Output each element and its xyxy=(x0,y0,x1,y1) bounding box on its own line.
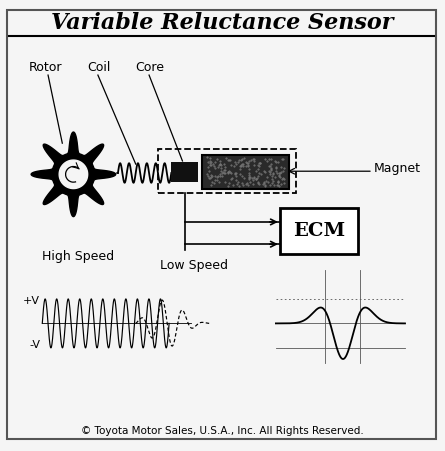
Text: Rotor: Rotor xyxy=(29,61,62,74)
Text: Magnet: Magnet xyxy=(374,162,421,175)
Text: Low Speed: Low Speed xyxy=(160,259,228,272)
Text: Variable Reluctance Sensor: Variable Reluctance Sensor xyxy=(51,12,394,34)
Bar xyxy=(158,149,296,193)
Bar xyxy=(171,162,198,182)
Text: +V: +V xyxy=(23,296,40,306)
Text: ECM: ECM xyxy=(293,222,345,240)
Text: Coil: Coil xyxy=(87,61,110,74)
Polygon shape xyxy=(59,160,88,189)
FancyBboxPatch shape xyxy=(7,9,436,439)
Text: Core: Core xyxy=(136,61,165,74)
Text: © Toyota Motor Sales, U.S.A., Inc. All Rights Reserved.: © Toyota Motor Sales, U.S.A., Inc. All R… xyxy=(81,426,364,436)
Bar xyxy=(202,155,289,189)
Bar xyxy=(280,208,358,254)
Polygon shape xyxy=(31,132,116,216)
Text: High Speed: High Speed xyxy=(42,250,114,263)
Text: -V: -V xyxy=(29,341,40,350)
